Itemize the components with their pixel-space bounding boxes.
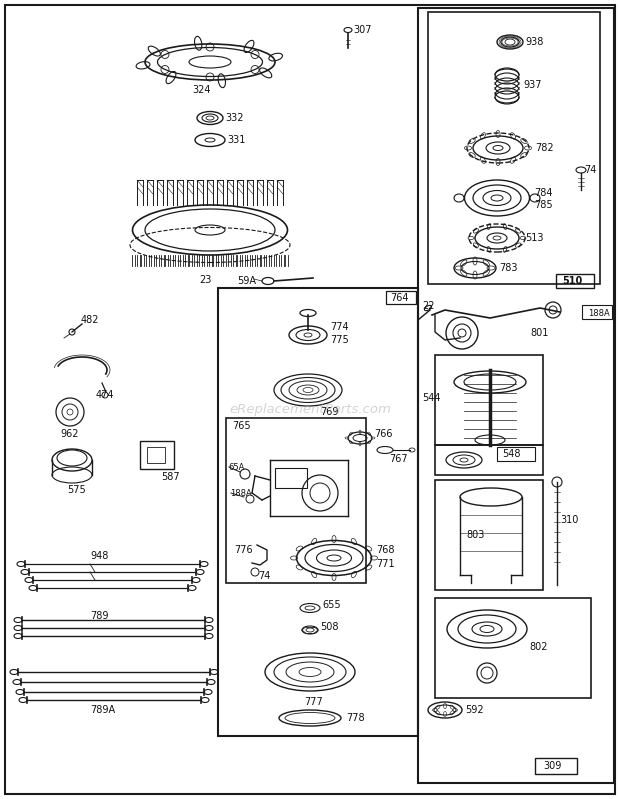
- Text: 801: 801: [530, 328, 548, 338]
- Text: 764: 764: [390, 293, 409, 303]
- Bar: [147, 447, 165, 463]
- Text: 575: 575: [67, 485, 86, 495]
- Text: 789: 789: [90, 611, 108, 621]
- Text: 776: 776: [234, 545, 252, 555]
- Text: 332: 332: [225, 113, 244, 123]
- Bar: [582, 305, 612, 319]
- Text: 774: 774: [330, 322, 348, 332]
- Text: 74: 74: [584, 165, 596, 175]
- Text: 767: 767: [389, 454, 407, 464]
- Text: 938: 938: [525, 37, 543, 47]
- Text: 771: 771: [376, 559, 394, 569]
- Text: 307: 307: [353, 25, 371, 35]
- Text: 544: 544: [422, 393, 440, 403]
- Text: 592: 592: [465, 705, 484, 715]
- Text: 765: 765: [232, 421, 250, 431]
- Text: 785: 785: [534, 200, 552, 210]
- Text: 777: 777: [304, 697, 324, 707]
- Text: 22: 22: [422, 301, 435, 311]
- Bar: [435, 355, 543, 445]
- Text: 188A: 188A: [588, 308, 609, 317]
- Bar: [428, 12, 600, 284]
- Bar: [435, 445, 543, 475]
- Text: 324: 324: [193, 85, 211, 95]
- Text: 802: 802: [529, 642, 547, 652]
- Text: 783: 783: [499, 263, 518, 273]
- Text: 508: 508: [320, 622, 339, 632]
- Text: 59A: 59A: [237, 276, 256, 286]
- Text: 782: 782: [535, 143, 554, 153]
- Bar: [140, 441, 174, 469]
- Text: 331: 331: [227, 135, 246, 145]
- Text: 766: 766: [374, 429, 392, 439]
- Text: 775: 775: [330, 335, 348, 345]
- Text: 548: 548: [502, 449, 521, 459]
- Bar: [275, 468, 307, 488]
- Text: 310: 310: [560, 515, 578, 525]
- Bar: [418, 8, 614, 783]
- Text: 655: 655: [322, 600, 340, 610]
- Text: 474: 474: [96, 390, 115, 400]
- Bar: [497, 447, 535, 461]
- Text: 587: 587: [161, 472, 180, 482]
- Text: 948: 948: [90, 551, 108, 561]
- Text: 803: 803: [466, 530, 484, 540]
- Bar: [435, 480, 543, 590]
- Text: 784: 784: [534, 188, 552, 198]
- Text: 513: 513: [525, 233, 544, 243]
- Bar: [556, 274, 594, 288]
- Text: 65A: 65A: [228, 463, 244, 472]
- Bar: [535, 758, 577, 774]
- Text: 769: 769: [320, 407, 339, 417]
- Text: 188A: 188A: [230, 490, 252, 499]
- Bar: [226, 418, 366, 583]
- Text: 74: 74: [258, 571, 270, 581]
- Text: 937: 937: [523, 80, 541, 90]
- Text: 510: 510: [562, 276, 582, 286]
- Text: 962: 962: [60, 429, 79, 439]
- Text: 309: 309: [543, 761, 561, 771]
- Bar: [218, 288, 418, 736]
- Text: 778: 778: [346, 713, 365, 723]
- Bar: [386, 291, 416, 304]
- Text: 482: 482: [81, 315, 99, 325]
- Text: 23: 23: [199, 275, 211, 285]
- Bar: [435, 598, 591, 698]
- Text: 789A: 789A: [90, 705, 115, 715]
- Text: 768: 768: [376, 545, 394, 555]
- Text: eReplacementParts.com: eReplacementParts.com: [229, 403, 391, 416]
